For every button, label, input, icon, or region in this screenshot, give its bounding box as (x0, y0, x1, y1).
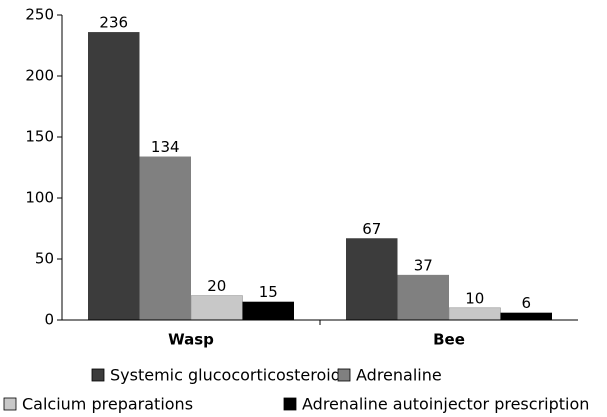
data-label: 6 (521, 294, 531, 312)
bar (242, 301, 294, 320)
legend-swatch (283, 397, 297, 411)
y-tick-label: 200 (25, 67, 54, 85)
legend-label: Adrenaline (356, 366, 442, 385)
legend-swatch (3, 397, 17, 411)
y-tick-label: 250 (25, 6, 54, 24)
bar (88, 32, 140, 320)
data-label: 15 (259, 283, 278, 301)
legend-label: Adrenaline autoinjector prescription (302, 395, 589, 414)
bar (346, 238, 398, 320)
legend-label: Systemic glucocorticosteroids (110, 366, 349, 385)
data-label: 10 (465, 289, 484, 307)
data-label: 236 (99, 14, 128, 32)
bar (500, 312, 552, 320)
data-label: 37 (414, 256, 433, 274)
y-tick-label: 50 (35, 250, 54, 268)
bar (139, 156, 191, 320)
data-label: 134 (151, 138, 180, 156)
bar (448, 307, 501, 321)
legend-swatch (91, 368, 105, 382)
legend-swatch (337, 368, 351, 382)
y-tick-label: 0 (44, 311, 54, 329)
x-tick-label: Bee (433, 331, 465, 349)
data-label: 67 (362, 220, 381, 238)
data-label: 20 (207, 277, 226, 295)
y-tick-label: 150 (25, 128, 54, 146)
bar (190, 295, 243, 321)
x-tick-label: Wasp (168, 331, 214, 349)
bar (397, 274, 449, 320)
legend-label: Calcium preparations (22, 395, 193, 414)
y-tick-label: 100 (25, 189, 54, 207)
